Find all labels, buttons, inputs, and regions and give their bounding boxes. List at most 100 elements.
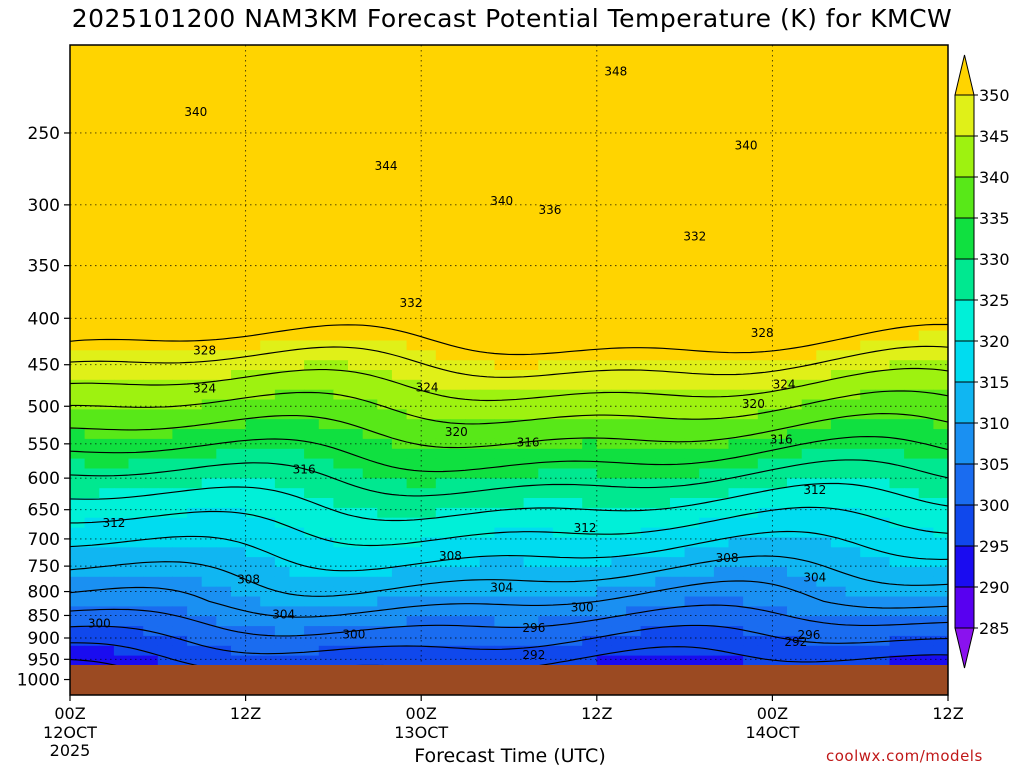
contour-308 [70,580,948,618]
contour-label: 300 [88,616,111,630]
contour-label: 304 [490,581,513,595]
ground-surface [70,665,948,695]
contour-label: 308 [439,549,462,563]
x-tick-label: 12Z [230,704,261,723]
contour-312 [70,555,948,597]
contour-label: 320 [445,425,468,439]
x-tick-year: 2025 [50,741,91,760]
contour-label: 312 [574,521,597,535]
y-tick-label: 900 [28,629,60,649]
colorbar-bottom-arrow [954,627,975,669]
colorbar: 350 345 340 335 330 325 320 315 310 305 300 295 290 2… [954,54,1010,669]
contour-label: 304 [803,571,826,585]
y-tick-label: 700 [28,530,60,550]
y-tick-label: 950 [28,650,60,670]
y-tick-label: 500 [28,397,60,417]
contour-324 [70,482,948,522]
colorbar-label: 310 [979,414,1010,433]
contour-label: 336 [539,203,562,217]
contour-label: 328 [193,343,216,357]
y-tick-label: 250 [28,124,60,144]
contour-label: 308 [237,573,260,587]
colorbar-label: 345 [979,127,1010,146]
contour-label: 296 [522,621,545,635]
colorbar-segment [954,217,975,260]
contour-label: 304 [272,608,295,622]
colorbar-label: 340 [979,168,1010,187]
colorbar-label: 295 [979,537,1010,556]
x-tick-label: 00Z [406,704,437,723]
contour-328 [70,459,948,497]
y-tick-label: 750 [28,557,60,577]
colorbar-segment [954,135,975,178]
colorbar-label: 315 [979,373,1010,392]
x-axis-label: Forecast Time (UTC) [414,745,606,767]
contour-label: 316 [293,463,316,477]
contour-labels: 348 340 340 344 340 336 332 332 328 328 324 324 324 3… [88,65,826,662]
contour-label: 312 [803,483,826,497]
contour-label: 348 [604,65,627,79]
colorbar-label: 290 [979,578,1010,597]
plot-area: 348 340 340 344 340 336 332 332 328 328 324 324 324 3… [70,45,948,695]
contour-label: 344 [375,159,398,173]
colorbar-label: 350 [979,86,1010,105]
x-tick-label: 12Z [932,704,963,723]
contour-300 [70,624,948,655]
contour-304 [70,604,948,637]
contour-label: 300 [571,600,594,614]
contour-label: 292 [784,635,807,649]
contour-340 [70,390,948,425]
contour-320 [70,506,948,547]
x-tick-date: 12OCT [43,723,97,742]
contour-label: 340 [735,138,758,152]
colorbar-segment [954,340,975,383]
colorbar-segment [954,381,975,424]
y-tick-label: 550 [28,435,60,455]
contour-label: 292 [522,648,545,662]
y-tick-label: 850 [28,606,60,626]
grid-lines [70,45,948,695]
contour-label: 316 [517,435,540,449]
contour-label: 324 [193,382,216,396]
y-axis: 250 300 350 400 450 500 550 600 650 700 750 800 850 9… [17,124,70,691]
theta-color-bands [70,45,948,695]
contour-label: 300 [342,627,365,641]
y-tick-label: 350 [28,257,60,277]
colorbar-label: 320 [979,332,1010,351]
colorbar-label: 300 [979,496,1010,515]
contour-label: 332 [683,229,706,243]
colorbar-label: 325 [979,291,1010,310]
chart-title: 2025101200 NAM3KM Forecast Potential Tem… [71,4,953,33]
contour-label: 332 [400,296,423,310]
contour-344 [70,367,948,402]
colorbar-label: 335 [979,209,1010,228]
contour-316 [70,530,948,572]
y-tick-label: 400 [28,309,60,329]
x-tick-label: 00Z [54,704,85,723]
contour-label: 320 [742,397,765,411]
colorbar-segment [954,545,975,588]
colorbar-segment [954,586,975,629]
colorbar-label: 305 [979,455,1010,474]
colorbar-top-arrow [954,54,975,96]
x-tick-label: 00Z [757,704,788,723]
y-tick-label: 650 [28,501,60,521]
contour-label: 328 [751,326,774,340]
contour-label: 324 [773,377,796,391]
colorbar-segment [954,422,975,465]
contour-label: 296 [798,628,821,642]
colorbar-segment [954,299,975,342]
contour-label: 340 [490,194,513,208]
y-tick-label: 800 [28,583,60,603]
contour-352 [70,323,948,356]
colorbar-segment [954,463,975,506]
x-tick-label: 12Z [581,704,612,723]
y-tick-label: 600 [28,469,60,489]
y-tick-label: 450 [28,356,60,376]
plot-frame [69,44,949,696]
colorbar-segment [954,94,975,137]
contour-348 [70,345,948,378]
source-credit: coolwx.com/models [826,747,983,765]
